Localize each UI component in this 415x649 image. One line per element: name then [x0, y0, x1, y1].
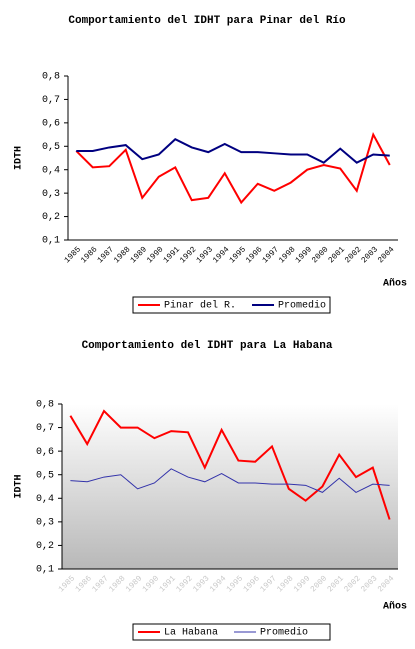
x-tick-label: 1994 — [208, 574, 228, 594]
x-tick-label: 2004 — [376, 574, 396, 594]
series-line — [76, 138, 390, 164]
y-axis-label: IDTH — [14, 474, 25, 498]
x-tick-label: 2000 — [309, 574, 329, 594]
chart-title: Comportamiento del IDHT para La Habana — [82, 340, 333, 352]
y-tick-label: 0,8 — [42, 72, 60, 83]
series-line — [75, 131, 391, 205]
x-tick-label: 1985 — [63, 245, 83, 265]
y-tick-label: 0,7 — [42, 95, 60, 106]
legend-label: La Habana — [164, 627, 218, 639]
y-tick-label: 0,5 — [36, 470, 54, 481]
x-tick-label: 1999 — [294, 245, 314, 265]
x-tick-label: 2002 — [343, 245, 363, 265]
legend-label: Promedio — [278, 300, 326, 312]
y-tick-label: 0,7 — [36, 423, 54, 434]
y-tick-label: 0,3 — [42, 189, 60, 200]
x-tick-label: 1988 — [112, 245, 132, 265]
x-tick-label: 1997 — [261, 245, 281, 265]
x-tick-label: 1993 — [195, 245, 215, 265]
x-tick-label: 1989 — [124, 574, 144, 594]
x-tick-label: 2001 — [326, 574, 346, 594]
x-tick-label: 1995 — [225, 574, 245, 594]
x-tick-label: 1988 — [107, 574, 127, 594]
x-tick-label: 1985 — [57, 574, 77, 594]
y-axis-label: IDTH — [14, 146, 25, 170]
x-tick-label: 1994 — [211, 245, 231, 265]
legend-label: Pinar del R. — [164, 300, 236, 312]
y-tick-label: 0,1 — [42, 236, 60, 247]
x-tick-label: 2003 — [360, 245, 380, 265]
y-tick-label: 0,4 — [42, 165, 60, 176]
y-tick-label: 0,2 — [36, 541, 54, 552]
x-tick-label: 1991 — [162, 245, 182, 265]
y-tick-label: 0,6 — [36, 447, 54, 458]
x-tick-label: 2000 — [310, 245, 330, 265]
legend-label: Promedio — [260, 627, 308, 639]
legend-box — [132, 296, 331, 314]
x-tick-label: 1996 — [242, 574, 262, 594]
x-tick-label: 1991 — [158, 574, 178, 594]
y-tick-label: 0,6 — [42, 118, 60, 129]
y-tick-label: 0,2 — [42, 212, 60, 223]
y-tick-label: 0,1 — [36, 565, 54, 576]
x-tick-label: 1990 — [141, 574, 161, 594]
x-tick-label: 2003 — [359, 574, 379, 594]
x-tick-label: 2002 — [343, 574, 363, 594]
x-tick-label: 1999 — [292, 574, 312, 594]
plot-area — [62, 404, 398, 569]
x-tick-label: 1998 — [275, 574, 295, 594]
x-tick-label: 1996 — [244, 245, 264, 265]
series-line — [70, 468, 390, 493]
x-tick-label: 2004 — [376, 245, 396, 265]
x-tick-label: 1993 — [191, 574, 211, 594]
x-tick-label: 1997 — [259, 574, 279, 594]
x-tick-label: 1987 — [91, 574, 111, 594]
series-line — [69, 409, 391, 520]
legend-box — [132, 623, 331, 641]
x-tick-label: 1987 — [96, 245, 116, 265]
x-tick-label: 1992 — [178, 245, 198, 265]
y-tick-label: 0,4 — [36, 494, 54, 505]
x-tick-label: 1990 — [145, 245, 165, 265]
x-tick-label: 1998 — [277, 245, 297, 265]
y-tick-label: 0,8 — [36, 400, 54, 411]
chart-title: Comportamiento del IDHT para Pinar del R… — [68, 15, 346, 27]
x-axis-label: Años — [383, 601, 407, 613]
x-axis-label: Años — [383, 278, 407, 290]
y-tick-label: 0,3 — [36, 517, 54, 528]
x-tick-label: 1992 — [175, 574, 195, 594]
x-tick-label: 1986 — [79, 245, 99, 265]
y-tick-label: 0,5 — [42, 142, 60, 153]
x-tick-label: 2001 — [327, 245, 347, 265]
x-tick-label: 1989 — [129, 245, 149, 265]
x-tick-label: 1995 — [228, 245, 248, 265]
x-tick-label: 1986 — [74, 574, 94, 594]
